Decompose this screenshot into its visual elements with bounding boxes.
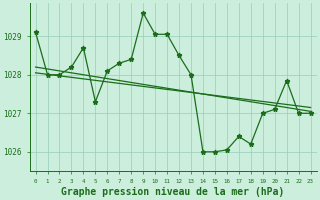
X-axis label: Graphe pression niveau de la mer (hPa): Graphe pression niveau de la mer (hPa) — [61, 186, 285, 197]
